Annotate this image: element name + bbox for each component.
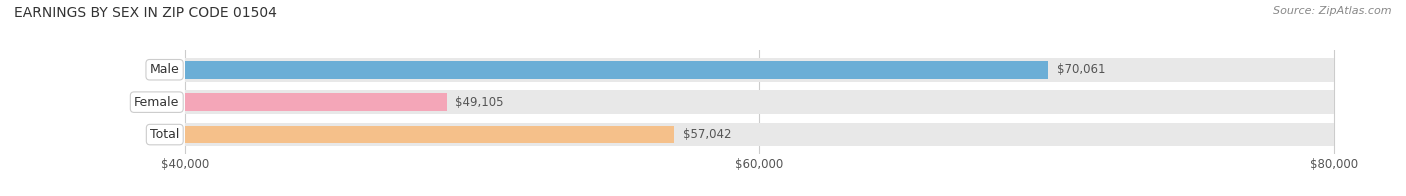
Bar: [186, 58, 1333, 82]
Text: $57,042: $57,042: [683, 128, 731, 141]
Text: EARNINGS BY SEX IN ZIP CODE 01504: EARNINGS BY SEX IN ZIP CODE 01504: [14, 6, 277, 20]
Bar: [186, 93, 447, 111]
Bar: [186, 123, 1333, 146]
Text: Total: Total: [150, 128, 180, 141]
Text: $70,061: $70,061: [1057, 63, 1105, 76]
Bar: [186, 61, 1049, 79]
Text: Source: ZipAtlas.com: Source: ZipAtlas.com: [1274, 6, 1392, 16]
Text: Female: Female: [134, 96, 180, 109]
Bar: [186, 126, 675, 143]
Bar: [186, 90, 1333, 114]
Text: Male: Male: [149, 63, 180, 76]
Text: $49,105: $49,105: [456, 96, 503, 109]
